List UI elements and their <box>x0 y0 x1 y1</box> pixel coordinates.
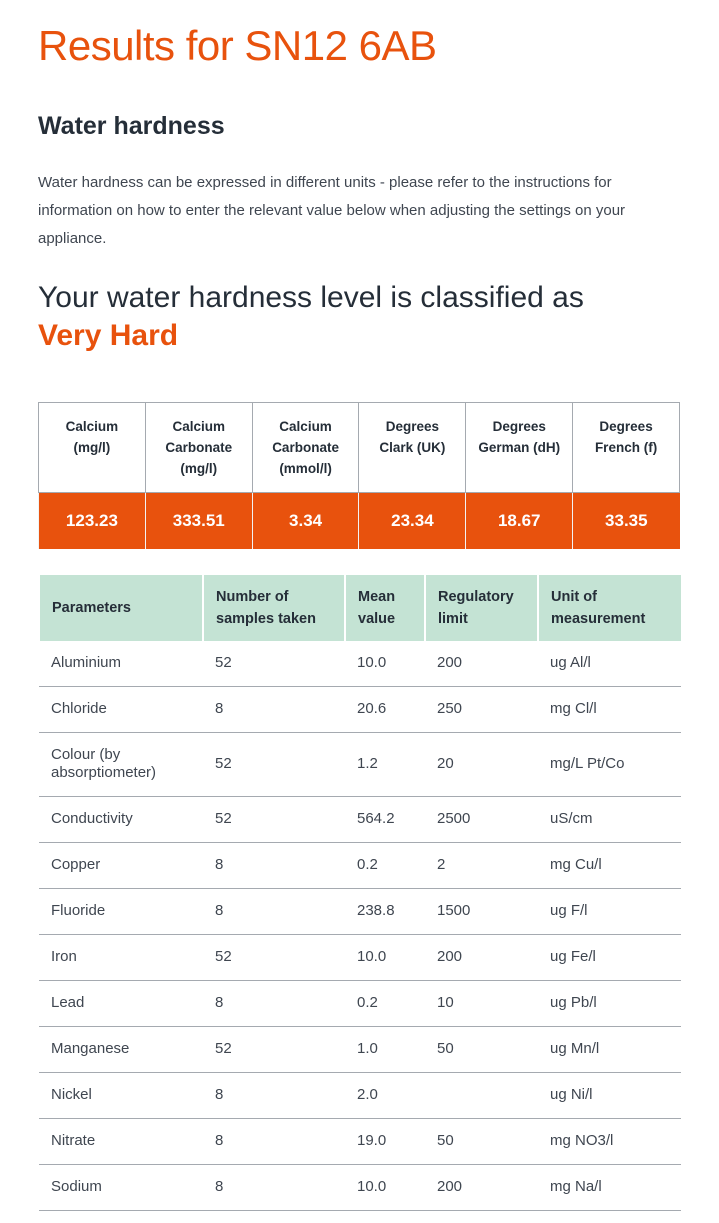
mean-value-cell: 0.2 <box>345 980 425 1028</box>
hardness-header-cell: Degrees Clark (UK) <box>358 402 467 494</box>
mean-value-cell: 10.0 <box>345 641 425 688</box>
samples-taken-cell: 8 <box>203 888 345 936</box>
parameters-header-cell: Number of samples taken <box>202 575 345 642</box>
parameter-name-cell: Chloride <box>39 686 203 734</box>
table-row: Aluminium 52 10.0 200 ug Al/l <box>39 641 681 688</box>
mean-value-cell: 0.2 <box>345 842 425 890</box>
water-hardness-heading: Water hardness <box>38 112 225 141</box>
regulatory-limit-cell: 50 <box>425 1118 538 1166</box>
hardness-header-cell: Calcium Carbonate (mg/l) <box>144 402 253 494</box>
classification-level: Very Hard <box>38 318 179 352</box>
regulatory-limit-cell: 10 <box>425 980 538 1028</box>
table-row: Colour (by absorptiometer) 52 1.2 20 mg/… <box>39 732 681 798</box>
parameter-name-cell: Colour (by absorptiometer) <box>39 732 203 798</box>
unit-of-measurement-cell: mg Cu/l <box>538 842 681 890</box>
table-row: Nickel 8 2.0 ug Ni/l <box>39 1072 681 1120</box>
table-row: Manganese 52 1.0 50 ug Mn/l <box>39 1026 681 1074</box>
hardness-value-cell: 3.34 <box>251 492 359 550</box>
parameter-name-cell: Aluminium <box>39 641 203 688</box>
mean-value-cell: 1.2 <box>345 732 425 798</box>
unit-of-measurement-cell: ug Fe/l <box>538 934 681 982</box>
samples-taken-cell: 52 <box>203 934 345 982</box>
regulatory-limit-cell: 1500 <box>425 888 538 936</box>
samples-taken-cell: 52 <box>203 796 345 844</box>
mean-value-cell: 2.0 <box>345 1072 425 1120</box>
parameters-table-header: Parameters Number of samples taken Mean … <box>38 575 681 642</box>
unit-of-measurement-cell: mg Cl/l <box>538 686 681 734</box>
parameters-header-cell: Mean value <box>344 575 425 642</box>
parameter-name-cell: Nitrate <box>39 1118 203 1166</box>
regulatory-limit-cell: 200 <box>425 934 538 982</box>
regulatory-limit-cell: 20 <box>425 732 538 798</box>
unit-of-measurement-cell: ug Mn/l <box>538 1026 681 1074</box>
unit-of-measurement-cell: ug Ni/l <box>538 1072 681 1120</box>
samples-taken-cell: 8 <box>203 1118 345 1166</box>
mean-value-cell: 238.8 <box>345 888 425 936</box>
parameter-name-cell: Nickel <box>39 1072 203 1120</box>
mean-value-cell: 10.0 <box>345 934 425 982</box>
hardness-value-cell: 333.51 <box>144 492 253 550</box>
table-row: Lead 8 0.2 10 ug Pb/l <box>39 980 681 1028</box>
hardness-value-cell: 18.67 <box>465 492 573 550</box>
hardness-header-cell: Calcium (mg/l) <box>38 402 146 494</box>
table-row: Chloride 8 20.6 250 mg Cl/l <box>39 686 681 734</box>
samples-taken-cell: 8 <box>203 1072 345 1120</box>
parameter-name-cell: Fluoride <box>39 888 203 936</box>
hardness-values-row: 123.23 333.51 3.34 23.34 18.67 33.35 <box>38 492 680 550</box>
hardness-value-cell: 23.34 <box>358 492 466 550</box>
regulatory-limit-cell <box>425 1072 538 1120</box>
parameter-name-cell: Manganese <box>39 1026 203 1074</box>
page-title: Results for SN12 6AB <box>38 22 437 69</box>
samples-taken-cell: 52 <box>203 732 345 798</box>
parameters-header-row: Parameters Number of samples taken Mean … <box>38 575 681 642</box>
hardness-table-header: Calcium (mg/l) Calcium Carbonate (mg/l) … <box>38 402 680 494</box>
hardness-value-cell: 123.23 <box>38 492 146 550</box>
hardness-header-cell: Degrees German (dH) <box>465 402 574 494</box>
classification-prefix: Your water hardness level is classified … <box>38 281 584 315</box>
regulatory-limit-cell: 2 <box>425 842 538 890</box>
hardness-units-table: Calcium (mg/l) Calcium Carbonate (mg/l) … <box>38 402 680 550</box>
parameters-header-cell: Unit of measurement <box>537 575 681 642</box>
table-row: Copper 8 0.2 2 mg Cu/l <box>39 842 681 890</box>
samples-taken-cell: 8 <box>203 980 345 1028</box>
mean-value-cell: 20.6 <box>345 686 425 734</box>
intro-paragraph: Water hardness can be expressed in diffe… <box>38 174 626 248</box>
mean-value-cell: 19.0 <box>345 1118 425 1166</box>
regulatory-limit-cell: 250 <box>425 686 538 734</box>
samples-taken-cell: 8 <box>203 842 345 890</box>
unit-of-measurement-cell: ug F/l <box>538 888 681 936</box>
parameters-table-body: Aluminium 52 10.0 200 ug Al/l Chloride 8… <box>39 641 681 1212</box>
regulatory-limit-cell: 2500 <box>425 796 538 844</box>
hardness-header-row: Calcium (mg/l) Calcium Carbonate (mg/l) … <box>38 402 680 494</box>
mean-value-cell: 1.0 <box>345 1026 425 1074</box>
hardness-value-cell: 33.35 <box>572 492 680 550</box>
hardness-header-cell: Degrees French (f) <box>572 402 680 494</box>
samples-taken-cell: 8 <box>203 686 345 734</box>
regulatory-limit-cell: 200 <box>425 641 538 688</box>
unit-of-measurement-cell: ug Al/l <box>538 641 681 688</box>
unit-of-measurement-cell: uS/cm <box>538 796 681 844</box>
parameters-header-cell: Regulatory limit <box>424 575 538 642</box>
regulatory-limit-cell: 50 <box>425 1026 538 1074</box>
parameter-name-cell: Copper <box>39 842 203 890</box>
unit-of-measurement-cell: mg/L Pt/Co <box>538 732 681 798</box>
table-row: Nitrate 8 19.0 50 mg NO3/l <box>39 1118 681 1166</box>
parameter-name-cell: Iron <box>39 934 203 982</box>
table-row: Iron 52 10.0 200 ug Fe/l <box>39 934 681 982</box>
samples-taken-cell: 52 <box>203 1026 345 1074</box>
parameters-table: Parameters Number of samples taken Mean … <box>38 575 681 1212</box>
classification-heading: Your water hardness level is classified … <box>38 279 681 354</box>
parameters-header-cell: Parameters <box>38 575 203 642</box>
samples-taken-cell: 52 <box>203 641 345 688</box>
table-row: Conductivity 52 564.2 2500 uS/cm <box>39 796 681 844</box>
unit-of-measurement-cell: ug Pb/l <box>538 980 681 1028</box>
parameter-name-cell: Lead <box>39 980 203 1028</box>
unit-of-measurement-cell: mg NO3/l <box>538 1118 681 1166</box>
hardness-table-body: 123.23 333.51 3.34 23.34 18.67 33.35 <box>38 492 680 550</box>
hardness-header-cell: Calcium Carbonate (mmol/l) <box>251 402 360 494</box>
parameter-name-cell: Conductivity <box>39 796 203 844</box>
table-row: Fluoride 8 238.8 1500 ug F/l <box>39 888 681 936</box>
mean-value-cell: 564.2 <box>345 796 425 844</box>
